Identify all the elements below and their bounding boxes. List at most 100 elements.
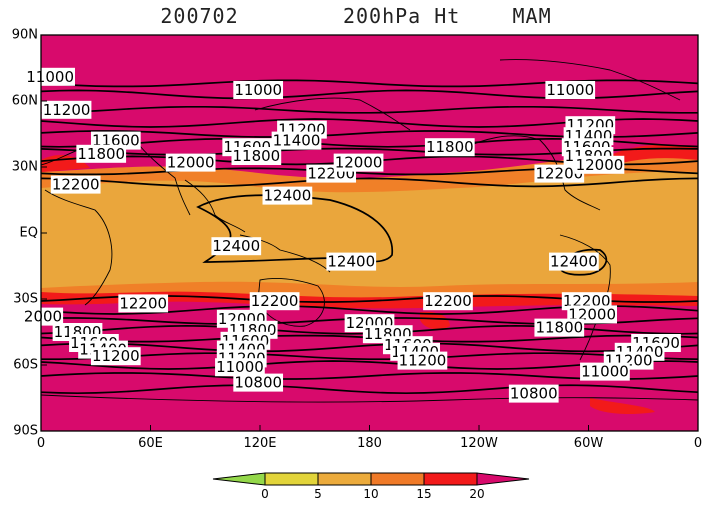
lat-tick-label: 30N bbox=[12, 160, 38, 175]
contour-label: 12200 bbox=[534, 164, 585, 183]
lon-tick-label: 180 bbox=[357, 436, 382, 451]
lon-tick-label: 120E bbox=[243, 436, 276, 451]
lon-tick-label: 0 bbox=[694, 436, 702, 451]
contour-label: 11200 bbox=[397, 351, 448, 370]
contour-label-text: 11200 bbox=[43, 101, 91, 119]
colorbar-right-arrow bbox=[476, 472, 530, 486]
colorbar-tick-label: 5 bbox=[314, 487, 322, 501]
contour-label: 12200 bbox=[50, 175, 101, 194]
contour-label: 11800 bbox=[76, 144, 127, 163]
colorbar-tick-label: 15 bbox=[416, 487, 431, 501]
contour-label: 11400 bbox=[271, 131, 322, 150]
contour-label: 12400 bbox=[262, 186, 313, 205]
lon-tick-label: 0 bbox=[37, 436, 45, 451]
contour-label-box bbox=[41, 100, 92, 119]
contour-label-box bbox=[90, 347, 141, 366]
contour-label-box bbox=[326, 252, 377, 271]
lon-tick-label: 120W bbox=[460, 436, 498, 451]
contour-line bbox=[41, 79, 698, 88]
contour-label-box bbox=[211, 237, 262, 256]
contour-label: 12200 bbox=[423, 292, 473, 311]
contour-label: 12000 bbox=[165, 153, 216, 172]
lon-tick-label: 60W bbox=[574, 436, 604, 451]
contour-label: 12200 bbox=[249, 292, 300, 311]
contour-label: 2000 bbox=[22, 307, 64, 326]
contour-label-box bbox=[508, 384, 559, 403]
colorbar-segment bbox=[264, 472, 319, 486]
colorbar-tick-label: 20 bbox=[469, 487, 484, 501]
contour-label-text: 10800 bbox=[234, 374, 282, 392]
contour-label-text: 11000 bbox=[234, 81, 282, 99]
colorbar-segment bbox=[423, 472, 478, 486]
contour-label: 10800 bbox=[233, 373, 284, 392]
contour-label-text: 12400 bbox=[550, 253, 598, 271]
lat-tick-label: 60N bbox=[12, 94, 38, 109]
contour-label-text: 11000 bbox=[26, 68, 74, 86]
contour-label-box bbox=[249, 292, 300, 311]
lat-tick-label: 90S bbox=[13, 424, 38, 439]
contour-line bbox=[41, 352, 698, 361]
contour-label-box bbox=[549, 252, 599, 271]
contour-label-text: 11000 bbox=[581, 363, 629, 381]
shading-band-red-south bbox=[41, 291, 698, 414]
contour-line bbox=[41, 177, 698, 188]
contour-label-text: 10800 bbox=[510, 385, 558, 403]
contour-label-box bbox=[574, 155, 625, 174]
contour-label-box bbox=[165, 153, 216, 172]
colorbar-tick-label: 0 bbox=[261, 487, 269, 501]
contour-label-box bbox=[233, 81, 284, 99]
contour-label: 11000 bbox=[545, 81, 596, 99]
contour-label-text: 12200 bbox=[424, 292, 472, 310]
contour-label: 12200 bbox=[118, 294, 169, 313]
colorbar-left-arrow bbox=[212, 472, 266, 486]
contour-line bbox=[41, 105, 698, 114]
longitude-axis: 0 60E 120E 180 120W 60W 0 bbox=[37, 425, 702, 451]
lon-tick-label: 60E bbox=[138, 436, 163, 451]
contour-label-box bbox=[424, 138, 475, 157]
contour-label: 12000 bbox=[574, 155, 625, 174]
contour-label-text: 12000 bbox=[335, 154, 383, 172]
contour-label-text: 12400 bbox=[327, 253, 375, 271]
contour-label-text: 11800 bbox=[535, 319, 583, 337]
colorbar-segment bbox=[317, 472, 372, 486]
contour-label-text: 11800 bbox=[77, 145, 125, 163]
contour-label-text: 12200 bbox=[119, 294, 167, 312]
contour-label: 11800 bbox=[534, 318, 585, 337]
contour-line bbox=[41, 342, 698, 353]
colorbar-tick-label: 10 bbox=[363, 487, 378, 501]
contour-label: 12400 bbox=[326, 252, 377, 271]
contour-label: 11000 bbox=[25, 67, 75, 86]
contour-label-box bbox=[534, 164, 585, 183]
contour-label-box bbox=[22, 307, 64, 326]
lat-tick-label: 60S bbox=[13, 358, 38, 373]
lat-tick-label: 90N bbox=[12, 28, 38, 43]
contour-label-box bbox=[76, 144, 127, 163]
contour-label-text: 11200 bbox=[92, 347, 140, 365]
contour-label: 11800 bbox=[424, 138, 475, 157]
contour-label-box bbox=[50, 175, 101, 194]
contour-label: 11800 bbox=[231, 147, 282, 165]
contour-label-text: 12000 bbox=[576, 156, 624, 174]
contour-label-text: 11200 bbox=[399, 352, 447, 370]
contour-label-box bbox=[534, 318, 585, 337]
contour-label: 12400 bbox=[211, 237, 262, 256]
chart-title: 200702 200hPa Ht MAM bbox=[160, 4, 552, 28]
contour-label-text: 2000 bbox=[24, 308, 62, 326]
latitude-axis: 90N 60N 30N EQ 30S 60S 90S bbox=[12, 28, 47, 439]
contour-label-box bbox=[271, 131, 322, 150]
contour-label-text: 12200 bbox=[52, 176, 100, 194]
contour-label-box bbox=[231, 147, 282, 165]
lat-tick-label: EQ bbox=[20, 226, 38, 241]
contour-line bbox=[41, 384, 698, 395]
contour-label: 12000 bbox=[333, 153, 384, 172]
contour-label-text: 11000 bbox=[546, 81, 594, 99]
contour-label-box bbox=[118, 294, 169, 313]
colorbar: 0 5 10 15 20 bbox=[212, 472, 530, 501]
contour-label: 11200 bbox=[90, 347, 141, 366]
colorbar-segment bbox=[370, 472, 425, 486]
shading-band-yellow bbox=[41, 171, 698, 288]
contour-label: 11000 bbox=[215, 358, 265, 377]
contour-label-text: 12400 bbox=[212, 237, 260, 255]
